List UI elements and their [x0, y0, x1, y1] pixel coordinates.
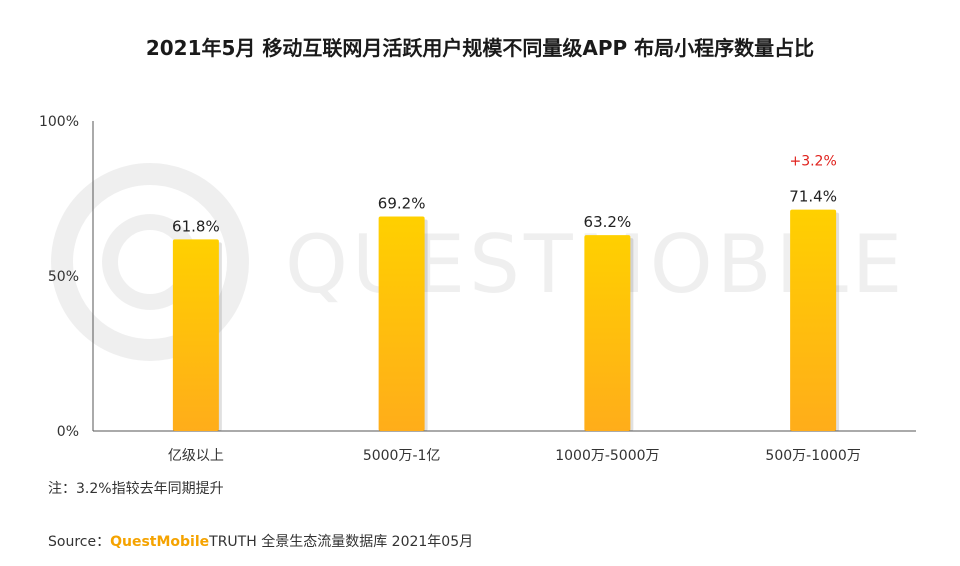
bar-value-label: 71.4%	[789, 188, 837, 206]
x-category-label: 亿级以上	[168, 448, 224, 464]
footnote: 注：3.2%指较去年同期提升	[48, 481, 224, 497]
y-tick-label: 50%	[48, 269, 79, 285]
bar-value-label: 63.2%	[584, 213, 632, 231]
bar-value-label: 61.8%	[172, 217, 220, 235]
growth-annotation: +3.2%	[789, 154, 836, 170]
y-tick-label: 0%	[57, 424, 79, 440]
chart-title: 2021年5月 移动互联网月活跃用户规模不同量级APP 布局小程序数量占比	[145, 36, 815, 60]
y-tick-label: 100%	[39, 114, 79, 130]
x-category-label: 5000万-1亿	[363, 448, 441, 464]
bar-value-label: 69.2%	[378, 194, 426, 212]
x-category-label: 1000万-5000万	[555, 448, 659, 464]
bar	[584, 235, 631, 431]
source-line: Source：QuestMobileTRUTH 全景生态流量数据库 2021年0…	[48, 531, 473, 551]
source-prefix: Source：	[48, 534, 111, 550]
bar	[378, 216, 425, 431]
source-suffix: TRUTH 全景生态流量数据库 2021年05月	[209, 534, 474, 550]
bar	[172, 239, 219, 431]
x-category-label: 500万-1000万	[765, 448, 860, 464]
questmobile-brand: QuestMobile	[110, 534, 210, 550]
bar	[790, 209, 837, 431]
